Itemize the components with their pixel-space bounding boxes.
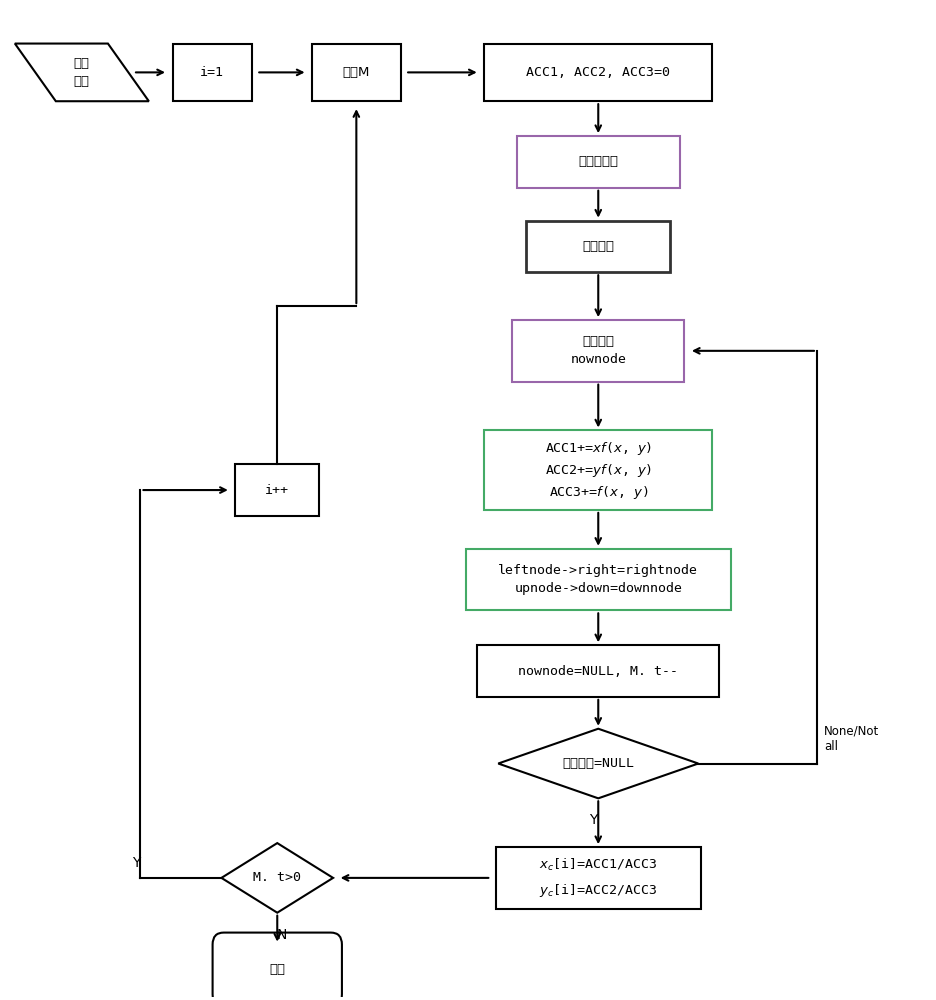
Text: ACC1+=$x$$f$($x$, $y$): ACC1+=$x$$f$($x$, $y$): [545, 440, 651, 457]
Text: ACC3+=f(x, y): ACC3+=f(x, y): [547, 482, 651, 495]
FancyBboxPatch shape: [212, 933, 342, 1000]
Text: yc[i]=ACC2/ACC3: yc[i]=ACC2/ACC3: [538, 880, 658, 893]
Polygon shape: [15, 44, 149, 101]
Polygon shape: [498, 729, 698, 798]
Text: None/Not
all: None/Not all: [825, 725, 880, 753]
Text: Y: Y: [132, 856, 140, 870]
Text: 邻域节点=NULL: 邻域节点=NULL: [563, 757, 635, 770]
Text: upnode->down=downnode: upnode->down=downnode: [514, 582, 682, 595]
Text: 数据: 数据: [74, 75, 90, 88]
Bar: [512, 320, 684, 382]
Text: i=1: i=1: [200, 66, 224, 79]
Text: ACC3+=$f$($x$, $y$): ACC3+=$f$($x$, $y$): [548, 484, 648, 501]
Bar: [312, 44, 401, 101]
Text: 星图: 星图: [74, 57, 90, 70]
Text: ACC1+=xf(x, y): ACC1+=xf(x, y): [542, 446, 654, 459]
Text: nownode: nownode: [570, 353, 626, 366]
Text: leftnode->right=rightnode: leftnode->right=rightnode: [498, 564, 698, 577]
Bar: [235, 464, 319, 516]
Bar: [499, 850, 698, 906]
Text: M. t>0: M. t>0: [254, 871, 301, 884]
Polygon shape: [222, 843, 333, 913]
Text: 链表M: 链表M: [343, 66, 370, 79]
Text: nownode=NULL, M. t--: nownode=NULL, M. t--: [519, 665, 679, 678]
Text: $y_c$[i]=ACC2/ACC3: $y_c$[i]=ACC2/ACC3: [539, 882, 657, 899]
Text: ACC1, ACC2, ACC3=0: ACC1, ACC2, ACC3=0: [526, 66, 670, 79]
Bar: [526, 221, 670, 272]
Text: N: N: [277, 928, 287, 942]
Text: i++: i++: [265, 484, 289, 497]
Bar: [496, 847, 701, 909]
Text: 第一个节点: 第一个节点: [578, 155, 619, 168]
Text: ACC2+=$y$$f$($x$, $y$): ACC2+=$y$$f$($x$, $y$): [545, 462, 651, 479]
Text: ACC2+=yf(x, y): ACC2+=yf(x, y): [542, 464, 654, 477]
Bar: [517, 136, 680, 188]
Bar: [172, 44, 252, 101]
Text: 启始种子: 启始种子: [582, 240, 614, 253]
Bar: [484, 44, 712, 101]
Text: 当前种子: 当前种子: [582, 335, 614, 348]
Text: 输出: 输出: [270, 963, 285, 976]
Bar: [484, 430, 712, 510]
Bar: [466, 549, 731, 610]
Text: $x_c$[i]=ACC1/ACC3: $x_c$[i]=ACC1/ACC3: [539, 857, 657, 873]
Bar: [487, 433, 709, 507]
Text: Y: Y: [590, 813, 598, 827]
Text: xc[i]=ACC1/ACC3: xc[i]=ACC1/ACC3: [538, 862, 658, 875]
Bar: [477, 645, 719, 697]
